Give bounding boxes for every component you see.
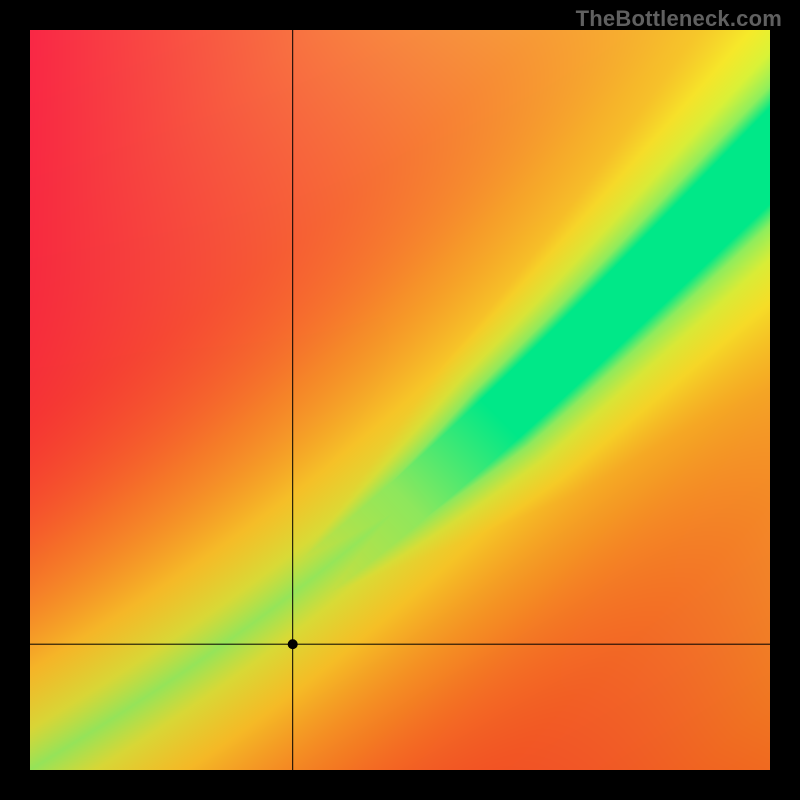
watermark-text: TheBottleneck.com <box>576 6 782 32</box>
heatmap-canvas <box>0 0 800 800</box>
chart-container: { "watermark": { "text": "TheBottleneck.… <box>0 0 800 800</box>
